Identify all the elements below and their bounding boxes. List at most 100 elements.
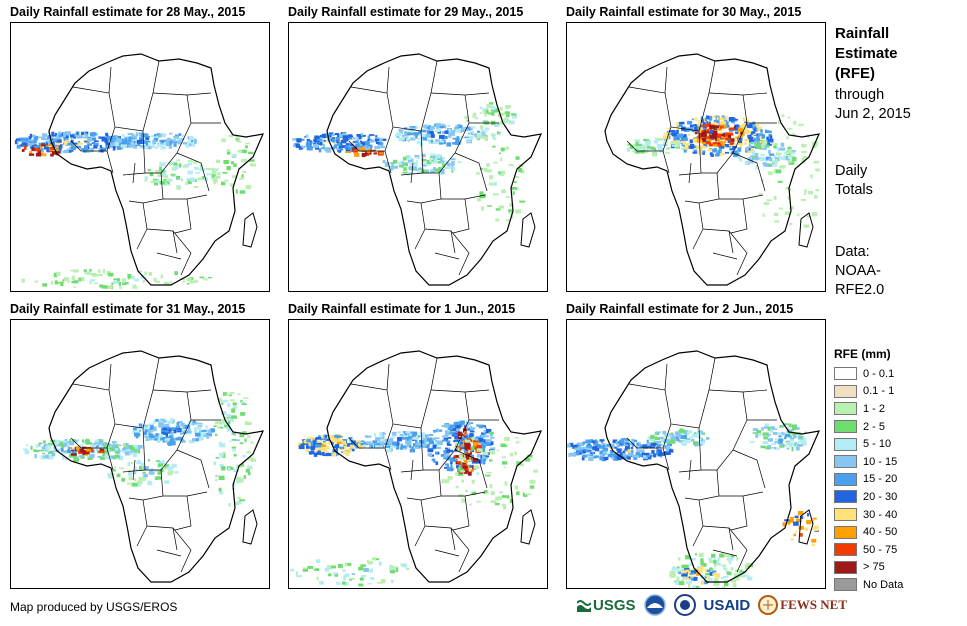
rainfall-cell (657, 452, 663, 457)
rainfall-cell (587, 453, 591, 456)
rainfall-cell (406, 157, 412, 160)
rainfall-cell (68, 150, 74, 152)
rainfall-cell (476, 444, 482, 449)
rainfall-cell (607, 453, 612, 458)
rainfall-cell (350, 147, 354, 153)
rainfall-cell (749, 149, 753, 151)
rainfall-cell (160, 426, 164, 431)
legend-label: 50 - 75 (863, 543, 898, 556)
rainfall-cell (215, 479, 218, 482)
rainfall-cell (443, 450, 448, 454)
rainfall-cell (778, 207, 783, 210)
rainfall-cell (153, 277, 157, 282)
rainfall-cell (447, 449, 450, 453)
rainfall-cell (158, 463, 163, 467)
rainfall-cell (116, 145, 122, 150)
rainfall-cell (375, 437, 381, 441)
rainfall-cell (180, 440, 186, 443)
legend-row: 0 - 0.1 (834, 365, 959, 383)
rainfall-cell (663, 138, 667, 141)
rainfall-cell (119, 286, 123, 289)
rainfall-cell (476, 424, 479, 427)
rainfall-cell (182, 164, 186, 168)
rainfall-cell (479, 106, 483, 109)
rainfall-cell (681, 144, 685, 146)
rainfall-cell (447, 436, 452, 439)
rainfall-cell (172, 141, 178, 144)
rainfall-cell (356, 148, 361, 151)
rainfall-cell (647, 436, 651, 439)
rainfall-cell (694, 117, 698, 121)
rainfall-cell (804, 431, 807, 434)
rainfall-cell (217, 420, 224, 425)
rainfall-cell (153, 437, 159, 441)
country-border (156, 252, 182, 260)
rainfall-cell (475, 436, 480, 439)
rainfall-cell (752, 156, 755, 160)
rainfall-cell (133, 445, 138, 448)
rainfall-cell (193, 160, 198, 164)
rainfall-cell (704, 117, 707, 122)
rainfall-cell (755, 159, 758, 162)
rainfall-cell (643, 138, 647, 142)
rainfall-cell (86, 448, 91, 452)
rainfall-cell (685, 430, 688, 435)
rainfall-cell (711, 132, 718, 136)
rainfall-cell (746, 119, 749, 123)
rainfall-cell (755, 142, 759, 146)
rainfall-cell (221, 138, 226, 143)
rainfall-cell (484, 127, 490, 131)
legend-title: RFE (mm) (834, 347, 891, 361)
rainfall-cell (767, 130, 772, 133)
rainfall-cell (676, 142, 681, 144)
rainfall-cell (24, 142, 28, 147)
rainfall-cell (350, 440, 356, 445)
rainfall-cell (479, 445, 485, 449)
rainfall-cell (19, 137, 25, 140)
rainfall-cell (67, 131, 71, 136)
rainfall-cell (695, 124, 697, 128)
rainfall-cell (455, 128, 462, 133)
rainfall-cell (152, 470, 159, 473)
rainfall-cell (144, 435, 149, 438)
rainfall-cell (109, 139, 114, 144)
rainfall-cell (404, 162, 408, 166)
africa-rainfall-map (23, 350, 264, 583)
rainfall-cell (603, 456, 609, 461)
rainfall-cell (776, 152, 782, 156)
rainfall-cell (476, 472, 480, 475)
rainfall-cell (467, 132, 473, 135)
rainfall-cell (457, 431, 462, 437)
data-source-line: RFE2.0 (835, 282, 885, 298)
rainfall-cell (127, 462, 131, 467)
africa-rainfall-map (290, 350, 542, 587)
rainfall-cell (472, 112, 477, 117)
rainfall-cell (435, 451, 438, 454)
africa-rainfall-map (292, 53, 542, 286)
rainfall-cell (145, 439, 151, 441)
rainfall-cell (146, 135, 151, 138)
rainfall-cell (756, 146, 763, 150)
usgs-wave-icon (577, 600, 591, 612)
rainfall-cell (655, 437, 661, 440)
rainfall-cell (94, 282, 98, 285)
rainfall-cell (36, 152, 42, 157)
rainfall-cell (390, 436, 396, 439)
rainfall-cell (16, 144, 21, 149)
rainfall-cell (403, 137, 409, 141)
country-border (106, 447, 114, 471)
rainfall-cell (786, 426, 790, 430)
rainfall-cell (128, 472, 133, 477)
legend-swatch (834, 437, 857, 451)
rainfall-cell (402, 134, 405, 138)
rainfall-cell (705, 572, 711, 576)
rainfall-cell (472, 458, 479, 462)
rainfall-cell (606, 443, 612, 447)
country-border (172, 527, 192, 573)
rainfall-cell (292, 138, 298, 141)
country-border (128, 469, 164, 501)
rainfall-cell (149, 470, 155, 475)
rainfall-cell (665, 152, 671, 154)
rainfall-cell (48, 138, 52, 142)
rainfall-cell (779, 443, 783, 446)
